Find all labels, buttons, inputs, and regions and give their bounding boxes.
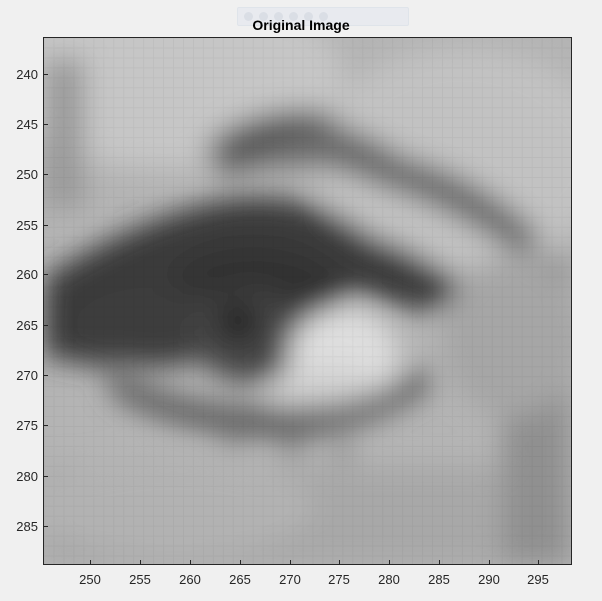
zoom-in-icon[interactable] — [259, 12, 268, 21]
x-tick-label: 280 — [378, 572, 400, 587]
y-tick-mark — [43, 375, 48, 376]
y-tick-mark — [43, 124, 48, 125]
axes-title: Original Image — [252, 17, 350, 33]
x-tick-mark — [190, 560, 191, 565]
x-tick-mark — [439, 560, 440, 565]
image-axes[interactable] — [43, 37, 572, 565]
home-icon[interactable] — [319, 12, 328, 21]
y-tick-mark — [43, 526, 48, 527]
y-tick-label: 265 — [16, 318, 38, 333]
y-tick-mark — [43, 174, 48, 175]
x-tick-mark — [538, 560, 539, 565]
rotate-icon[interactable] — [289, 12, 298, 21]
y-tick-label: 245 — [16, 117, 38, 132]
x-tick-label: 290 — [478, 572, 500, 587]
y-tick-label: 275 — [16, 418, 38, 433]
x-tick-mark — [240, 560, 241, 565]
y-tick-label: 270 — [16, 368, 38, 383]
x-tick-mark — [290, 560, 291, 565]
data-cursor-icon[interactable] — [304, 12, 313, 21]
y-tick-mark — [43, 274, 48, 275]
pan-icon[interactable] — [244, 12, 253, 21]
x-tick-label: 275 — [328, 572, 350, 587]
y-tick-label: 240 — [16, 67, 38, 82]
x-tick-mark — [90, 560, 91, 565]
x-tick-mark — [140, 560, 141, 565]
x-tick-label: 295 — [527, 572, 549, 587]
x-tick-label: 260 — [179, 572, 201, 587]
x-tick-label: 270 — [279, 572, 301, 587]
y-tick-mark — [43, 74, 48, 75]
y-tick-label: 285 — [16, 519, 38, 534]
x-tick-mark — [389, 560, 390, 565]
x-tick-label: 255 — [129, 572, 151, 587]
y-tick-mark — [43, 425, 48, 426]
y-tick-label: 255 — [16, 218, 38, 233]
y-tick-label: 250 — [16, 167, 38, 182]
x-tick-label: 285 — [428, 572, 450, 587]
x-tick-label: 265 — [229, 572, 251, 587]
y-tick-label: 280 — [16, 469, 38, 484]
y-tick-mark — [43, 325, 48, 326]
image-canvas — [44, 38, 571, 564]
axes-toolbar[interactable] — [237, 7, 409, 26]
x-tick-mark — [339, 560, 340, 565]
zoom-out-icon[interactable] — [274, 12, 283, 21]
y-tick-label: 260 — [16, 267, 38, 282]
x-tick-label: 250 — [79, 572, 101, 587]
y-tick-mark — [43, 476, 48, 477]
y-tick-mark — [43, 225, 48, 226]
x-tick-mark — [489, 560, 490, 565]
